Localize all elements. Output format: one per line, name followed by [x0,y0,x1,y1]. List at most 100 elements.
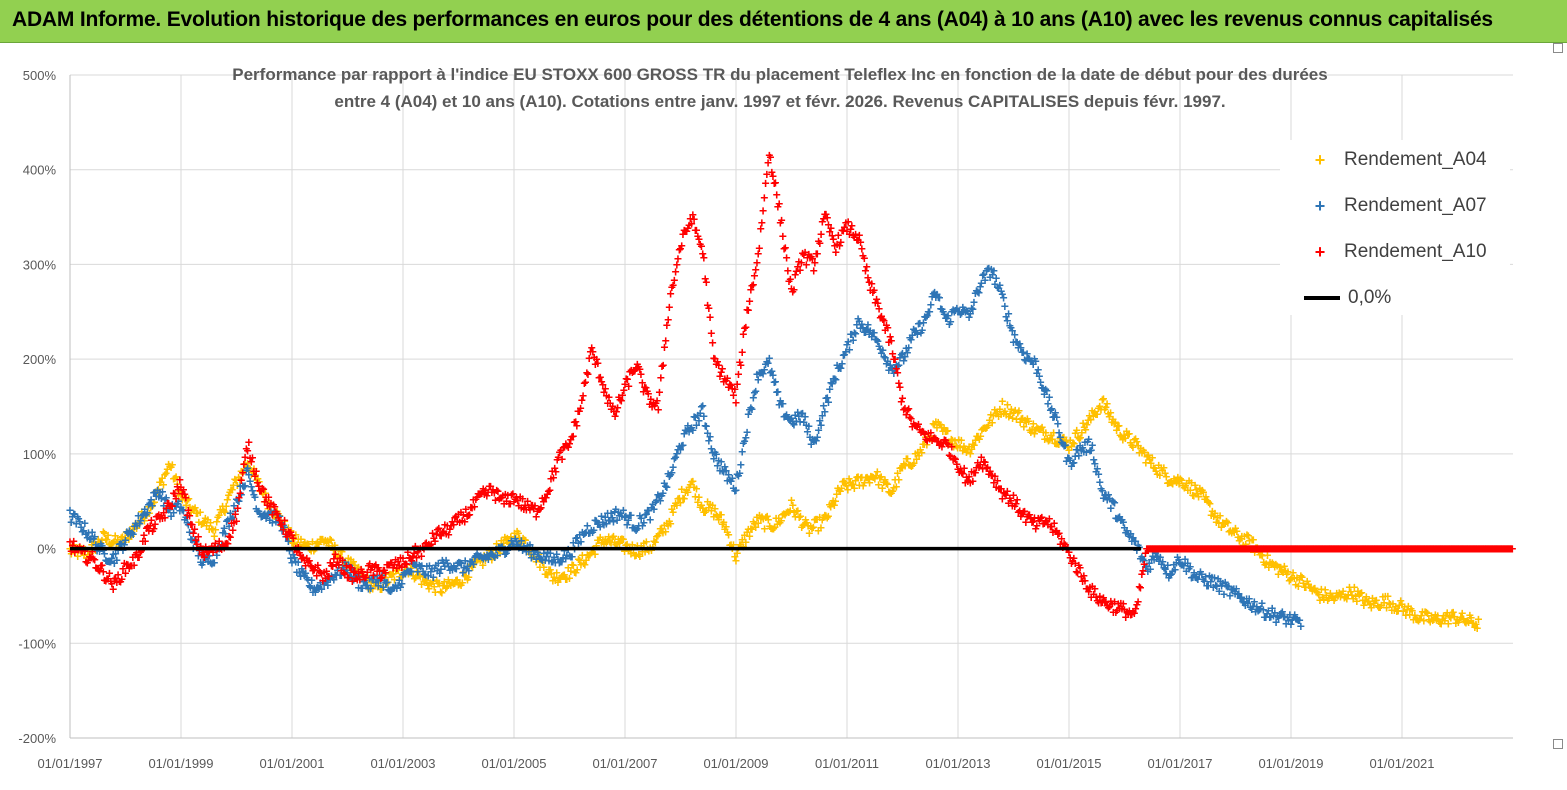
data-point: + [264,501,272,517]
data-point: + [1104,405,1112,421]
data-point: + [1129,439,1137,455]
data-point: + [1297,618,1305,634]
data-point: + [1293,569,1301,585]
data-point: + [881,471,889,487]
data-point: + [742,319,750,335]
data-point: + [674,491,682,507]
data-point: + [299,563,307,579]
data-point: + [1165,475,1173,491]
data-point: + [548,565,556,581]
data-point: + [753,509,761,525]
data-point: + [980,419,988,435]
data-point: + [300,567,308,583]
data-point: + [530,548,538,564]
data-point: + [156,484,164,500]
data-point: + [93,543,101,559]
data-point: + [261,485,269,501]
data-point: + [1301,579,1309,595]
data-point: + [1073,422,1081,438]
data-point: + [1011,402,1019,418]
data-point: + [1421,604,1429,620]
data-point: + [809,519,817,535]
x-tick-label: 01/01/2017 [1147,756,1212,771]
data-point: + [951,433,959,449]
data-point: + [1038,419,1046,435]
data-point: + [1295,572,1303,588]
data-point: + [86,531,94,547]
data-point: + [1028,421,1036,437]
data-point: + [244,455,252,471]
data-point: + [116,537,124,553]
data-point: + [1356,585,1364,601]
x-tick-label: 01/01/2013 [925,756,990,771]
data-point: + [465,569,473,585]
data-point: + [629,544,637,560]
data-point: + [147,492,155,508]
data-point: + [1022,414,1030,430]
data-point: + [974,428,982,444]
data-point: + [923,437,931,453]
data-point: + [216,502,224,518]
data-point: + [667,516,675,532]
data-point: + [173,495,181,511]
data-point: + [897,460,905,476]
data-point: + [449,575,457,591]
data-point: + [1273,557,1281,573]
data-point: + [1007,401,1015,417]
y-tick-label: 0% [37,542,56,557]
data-point: + [360,568,368,584]
data-point: + [84,525,92,541]
data-point: + [217,504,225,520]
data-point: + [1340,590,1348,606]
data-point: + [197,554,205,570]
data-point: + [1398,596,1406,612]
data-point: + [977,428,985,444]
data-point: + [1427,608,1435,624]
data-point: + [892,478,900,494]
data-point: + [486,547,494,563]
data-point: + [1094,400,1102,416]
data-point: + [760,189,768,205]
data-point: + [654,528,662,544]
data-point: + [811,512,819,528]
data-point: + [1453,611,1461,627]
data-point: + [1231,520,1239,536]
data-point: + [869,469,877,485]
data-point: + [163,501,171,517]
data-point: + [106,537,114,553]
data-point: + [86,546,94,562]
data-point: + [527,546,535,562]
data-point: + [288,535,296,551]
legend-label-zero: 0,0% [1348,287,1392,308]
data-point: + [229,477,237,493]
data-point: + [277,517,285,533]
data-point: + [670,498,678,514]
data-point: + [147,500,155,516]
data-point: + [813,511,821,527]
data-point: + [551,572,559,588]
data-point: + [1349,591,1357,607]
resize-handle-bottom-right[interactable] [1553,739,1563,749]
y-axis: 500% 400% 300% 200% 100% 0% -100% -200% [18,68,56,746]
data-point: + [1407,601,1415,617]
data-point: + [1225,523,1233,539]
data-point: + [685,479,693,495]
data-point: + [962,444,970,460]
data-point: + [276,508,284,524]
data-point: + [550,569,558,585]
data-point: + [270,508,278,524]
resize-handle-top-right[interactable] [1553,43,1563,53]
data-point: + [124,525,132,541]
data-point: + [676,495,684,511]
data-point: + [301,534,309,550]
data-point: + [665,513,673,529]
data-point: + [1162,469,1170,485]
data-point: + [591,546,599,562]
data-point: + [1124,426,1132,442]
data-point: + [290,550,298,566]
data-point: + [592,538,600,554]
data-point: + [1415,612,1423,628]
data-point: + [702,274,710,290]
data-point: + [319,573,327,589]
